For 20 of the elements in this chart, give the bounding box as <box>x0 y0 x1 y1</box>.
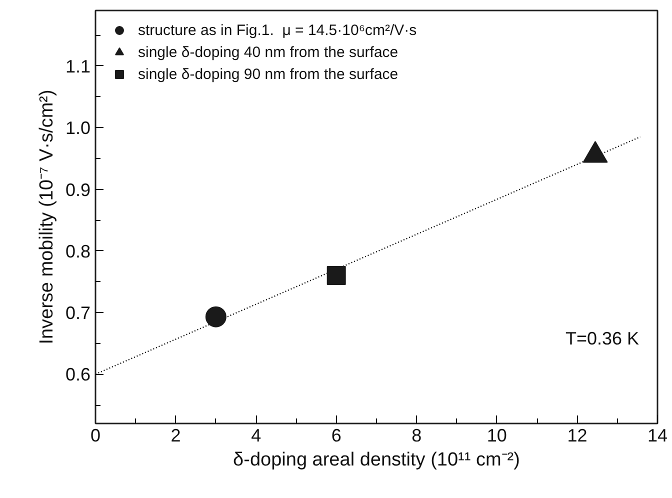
x-tick-label: 6 <box>331 426 342 446</box>
y-tick-label: 0.9 <box>65 180 91 200</box>
y-tick-label: 1.1 <box>65 56 91 76</box>
x-tick-label: 4 <box>251 426 262 446</box>
y-tick-label: 0.6 <box>65 364 91 385</box>
y-tick-label: 1.0 <box>65 118 91 138</box>
legend-label: structure as in Fig.1. μ = 14.5·10⁶cm²/V·s <box>138 22 417 38</box>
legend-label: single δ-doping 90 nm from the surface <box>138 66 398 82</box>
legend-label: single δ-doping 40 nm from the surface <box>138 44 398 60</box>
x-tick-label: 8 <box>412 426 422 446</box>
x-tick-label: 12 <box>567 426 588 446</box>
y-tick-label: 0.8 <box>65 241 91 262</box>
y-axis-title: Inverse mobility (10⁻⁷ V·s/cm²) <box>36 90 58 344</box>
x-tick-label: 2 <box>170 426 181 446</box>
x-axis-title: δ-doping areal denstity (10¹¹ cm⁻²) <box>233 450 520 470</box>
x-tick-label: 10 <box>486 426 507 446</box>
x-tick-label: 14 <box>647 426 668 446</box>
x-tick-label: 0 <box>90 426 101 446</box>
annotation: T=0.36 K <box>566 328 640 348</box>
y-tick-label: 0.7 <box>65 303 91 324</box>
